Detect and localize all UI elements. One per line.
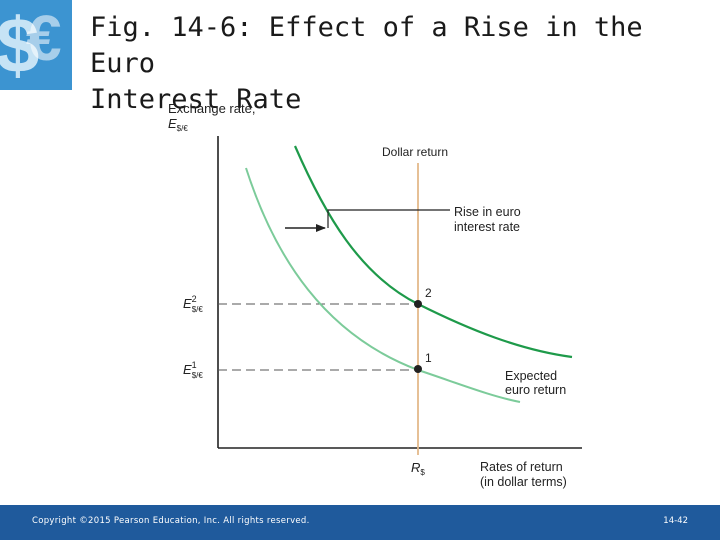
curve-label-line-2: euro return xyxy=(505,383,566,397)
y-axis-symbol: E$/€ xyxy=(168,116,188,133)
x-axis-label-line-2: (in dollar terms) xyxy=(480,475,567,489)
copyright-text: Copyright ©2015 Pearson Education, Inc. … xyxy=(32,516,310,526)
exchange-rate-diagram: Exchange rate, E$/€ Dollar return Rise i… xyxy=(168,101,582,489)
equilibrium-point-1 xyxy=(414,365,422,373)
svg-text:$: $ xyxy=(0,1,39,89)
footer-bar: Copyright ©2015 Pearson Education, Inc. … xyxy=(0,505,720,540)
e2-axis-label: E2 $/€ xyxy=(183,294,203,314)
slide-title: Fig. 14-6: Effect of a Rise in the Euro … xyxy=(90,10,710,118)
curve-label-line-1: Expected xyxy=(505,369,557,383)
equilibrium-label-1: 1 xyxy=(425,351,432,365)
shift-callout-line xyxy=(327,209,450,228)
new-euro-return-curve xyxy=(293,145,573,359)
equilibrium-point-2 xyxy=(414,300,422,308)
slide-title-line-2: Interest Rate xyxy=(90,84,302,115)
svg-text:€: € xyxy=(26,2,62,74)
x-tick-label: R$ xyxy=(411,460,425,477)
slide-title-line-1: Fig. 14-6: Effect of a Rise in the Euro xyxy=(90,12,643,79)
old-euro-return-curve xyxy=(245,167,521,403)
dollar-euro-icon: $ € xyxy=(0,0,72,90)
x-axis-label-line-1: Rates of return xyxy=(480,460,563,474)
e1-axis-label: E1 $/€ xyxy=(183,360,203,380)
page-number: 14-42 xyxy=(663,516,688,526)
dollar-return-label: Dollar return xyxy=(382,145,448,159)
equilibrium-label-2: 2 xyxy=(425,286,432,300)
y-axis-label: Exchange rate, xyxy=(168,101,255,116)
shift-label-line-1: Rise in euro xyxy=(454,205,521,219)
shift-label-line-2: interest rate xyxy=(454,220,520,234)
